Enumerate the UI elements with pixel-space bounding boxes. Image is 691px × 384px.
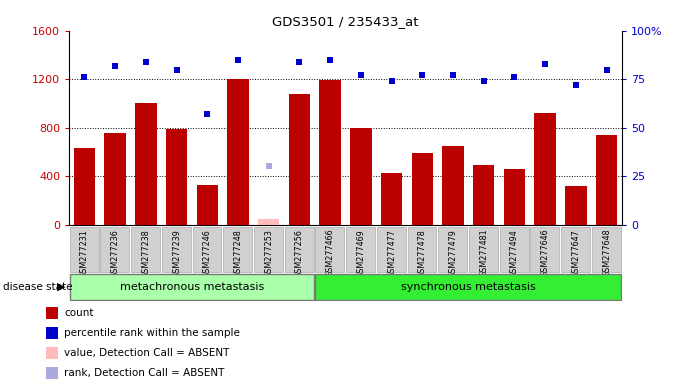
Text: percentile rank within the sample: percentile rank within the sample <box>64 328 240 338</box>
Bar <box>377 227 406 272</box>
Point <box>601 66 612 73</box>
Text: GSM277647: GSM277647 <box>571 229 580 278</box>
Bar <box>46 347 58 359</box>
Text: GSM277648: GSM277648 <box>602 229 611 278</box>
Bar <box>193 227 221 272</box>
Text: count: count <box>64 308 94 318</box>
Bar <box>131 227 160 272</box>
Point <box>110 63 121 69</box>
Bar <box>289 94 310 225</box>
Bar <box>442 146 464 225</box>
Bar <box>258 218 279 225</box>
Point <box>448 72 459 78</box>
Point <box>540 61 551 67</box>
Bar <box>591 227 621 272</box>
Bar <box>469 227 498 272</box>
Point <box>325 57 336 63</box>
Bar <box>100 227 129 272</box>
Text: disease state: disease state <box>3 282 73 292</box>
Bar <box>162 227 191 272</box>
Bar <box>135 103 157 225</box>
Text: GSM277239: GSM277239 <box>172 229 181 278</box>
Bar <box>531 227 559 272</box>
Text: GSM277253: GSM277253 <box>264 229 273 278</box>
Point <box>232 57 243 63</box>
Point <box>509 74 520 80</box>
Bar <box>596 135 617 225</box>
Bar <box>350 127 372 225</box>
Point <box>417 72 428 78</box>
Bar <box>534 113 556 225</box>
Bar <box>315 227 344 272</box>
Text: GSM277478: GSM277478 <box>418 229 427 278</box>
Text: ▶: ▶ <box>57 282 65 292</box>
Bar <box>381 172 402 225</box>
Bar <box>500 227 529 272</box>
Text: GSM277466: GSM277466 <box>325 229 334 278</box>
Point <box>79 74 90 80</box>
Bar <box>561 227 590 272</box>
Bar <box>46 367 58 379</box>
Bar <box>346 227 375 272</box>
Text: GSM277231: GSM277231 <box>80 229 89 278</box>
Point <box>263 164 274 170</box>
Bar <box>104 132 126 225</box>
Text: GSM277248: GSM277248 <box>234 229 243 278</box>
Point <box>140 59 151 65</box>
Bar <box>227 79 249 225</box>
Bar <box>70 227 99 272</box>
Text: GSM277236: GSM277236 <box>111 229 120 278</box>
Bar <box>166 129 187 225</box>
Bar <box>438 227 467 272</box>
Bar <box>408 227 437 272</box>
Point <box>202 111 213 117</box>
Bar <box>254 227 283 272</box>
Point <box>570 82 581 88</box>
Bar <box>74 148 95 225</box>
Point <box>294 59 305 65</box>
Text: GSM277246: GSM277246 <box>202 229 212 278</box>
Bar <box>46 307 58 319</box>
Bar <box>565 186 587 225</box>
Text: GSM277238: GSM277238 <box>142 229 151 278</box>
Text: value, Detection Call = ABSENT: value, Detection Call = ABSENT <box>64 348 229 358</box>
Text: GSM277479: GSM277479 <box>448 229 457 278</box>
Point <box>386 78 397 84</box>
Bar <box>196 185 218 225</box>
Bar <box>412 153 433 225</box>
Point <box>171 66 182 73</box>
Bar <box>223 227 252 272</box>
Title: GDS3501 / 235433_at: GDS3501 / 235433_at <box>272 15 419 28</box>
Bar <box>46 327 58 339</box>
Text: GSM277477: GSM277477 <box>387 229 396 278</box>
Point <box>355 72 366 78</box>
Bar <box>70 274 314 300</box>
Text: GSM277469: GSM277469 <box>357 229 366 278</box>
Bar <box>473 165 495 225</box>
Text: GSM277494: GSM277494 <box>510 229 519 278</box>
Bar <box>319 80 341 225</box>
Text: synchronous metastasis: synchronous metastasis <box>401 282 536 292</box>
Bar <box>504 169 525 225</box>
Bar <box>315 274 621 300</box>
Text: GSM277256: GSM277256 <box>295 229 304 278</box>
Text: GSM277481: GSM277481 <box>479 229 489 278</box>
Text: rank, Detection Call = ABSENT: rank, Detection Call = ABSENT <box>64 368 225 378</box>
Point <box>478 78 489 84</box>
Text: metachronous metastasis: metachronous metastasis <box>120 282 264 292</box>
Text: GSM277646: GSM277646 <box>540 229 549 278</box>
Bar <box>285 227 314 272</box>
